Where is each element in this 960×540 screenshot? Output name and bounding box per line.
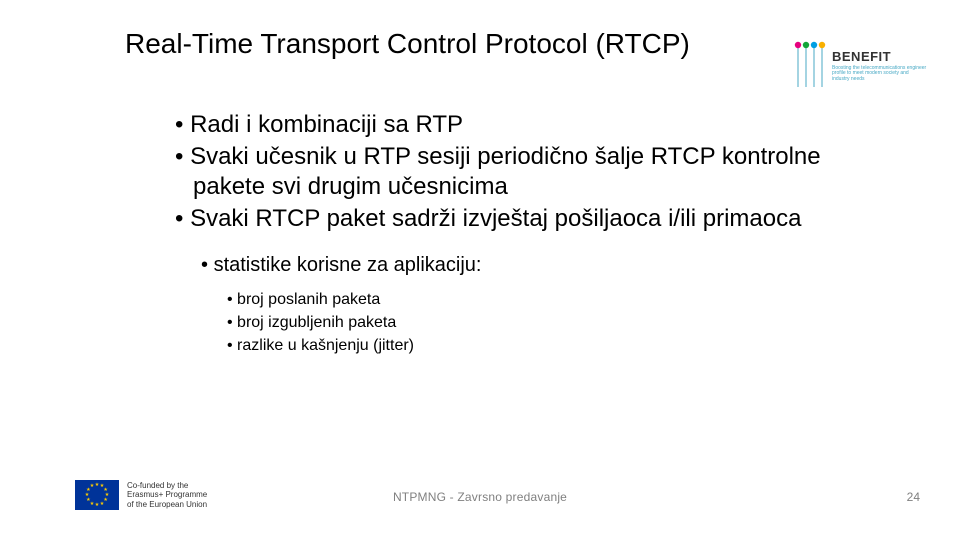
eu-star-icon: ★ [95, 482, 99, 488]
bullet-lvl3: broj izgubljenih paketa [227, 311, 835, 334]
bullet-lvl3: broj poslanih paketa [227, 288, 835, 311]
footer-page-number: 24 [907, 490, 920, 504]
benefit-logo-glyph [792, 39, 826, 92]
bullet-lvl1: Svaki RTCP paket sadrži izvještaj pošilj… [175, 204, 835, 234]
bullet-lvl2: statistike korisne za aplikaciju: [201, 252, 835, 278]
bullet-lvl1: Svaki učesnik u RTP sesiji periodično ša… [175, 142, 835, 202]
slide-body: Radi i kombinaciji sa RTPSvaki učesnik u… [175, 110, 835, 358]
slide-title: Real-Time Transport Control Protocol (RT… [125, 28, 690, 60]
bullet-lvl3: razlike u kašnjenju (jitter) [227, 334, 835, 357]
eu-star-icon: ★ [90, 483, 94, 489]
slide: Real-Time Transport Control Protocol (RT… [0, 0, 960, 540]
benefit-logo-tagline: Boosting the telecommunications engineer… [832, 66, 927, 83]
benefit-logo-brand: BENEFIT [832, 49, 891, 64]
benefit-logo: BENEFIT Boosting the telecommunications … [792, 35, 932, 95]
bullet-lvl1: Radi i kombinaciji sa RTP [175, 110, 835, 140]
footer-center-text: NTPMNG - Zavrsno predavanje [0, 490, 960, 504]
